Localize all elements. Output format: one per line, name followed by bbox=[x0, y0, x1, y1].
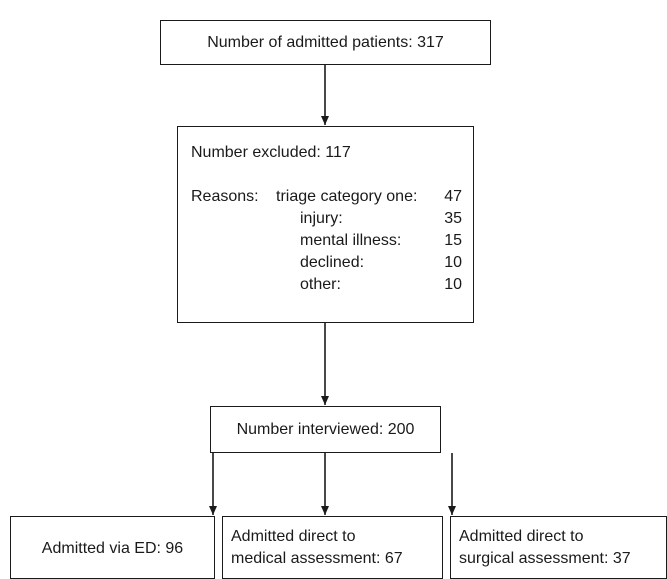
medical-line-1: Admitted direct to bbox=[231, 528, 356, 545]
reason-label: declined: bbox=[300, 254, 365, 271]
reason-count: 10 bbox=[444, 276, 462, 293]
reason-label: mental illness: bbox=[300, 232, 402, 249]
reason-row-other: other: 10 bbox=[300, 274, 462, 296]
interviewed-text: Number interviewed: 200 bbox=[236, 420, 415, 438]
medical-assessment-box: Admitted direct to medical assessment: 6… bbox=[222, 516, 443, 579]
excluded-box: Number excluded: 117 Reasons: triage cat… bbox=[177, 126, 474, 323]
surgical-line-2: surgical assessment: 37 bbox=[459, 550, 631, 567]
interviewed-box: Number interviewed: 200 bbox=[210, 406, 441, 453]
reason-label: other: bbox=[300, 276, 341, 293]
admitted-patients-text: Number of admitted patients: 317 bbox=[207, 33, 444, 51]
surgical-assessment-text: Admitted direct to surgical assessment: … bbox=[459, 526, 631, 570]
surgical-line-1: Admitted direct to bbox=[459, 528, 584, 545]
reason-count: 15 bbox=[444, 232, 462, 249]
surgical-assessment-box: Admitted direct to surgical assessment: … bbox=[450, 516, 667, 579]
reason-row-injury: injury: 35 bbox=[300, 208, 462, 230]
reason-row-declined: declined: 10 bbox=[300, 252, 462, 274]
medical-line-2: medical assessment: 67 bbox=[231, 550, 403, 567]
reason-label: triage category one: bbox=[276, 188, 418, 205]
reasons-label: Reasons: bbox=[191, 188, 259, 205]
excluded-title: Number excluded: 117 bbox=[191, 144, 351, 161]
medical-assessment-text: Admitted direct to medical assessment: 6… bbox=[231, 526, 403, 570]
reason-count: 35 bbox=[444, 210, 462, 227]
reason-row-mental-illness: mental illness: 15 bbox=[300, 230, 462, 252]
reason-label: injury: bbox=[300, 210, 343, 227]
admitted-via-ed-box: Admitted via ED: 96 bbox=[10, 516, 215, 579]
reason-count: 47 bbox=[444, 188, 462, 205]
admitted-patients-box: Number of admitted patients: 317 bbox=[160, 20, 491, 65]
reason-row-triage: triage category one: 47 bbox=[276, 186, 462, 208]
admitted-via-ed-text: Admitted via ED: 96 bbox=[41, 540, 184, 557]
reason-count: 10 bbox=[444, 254, 462, 271]
